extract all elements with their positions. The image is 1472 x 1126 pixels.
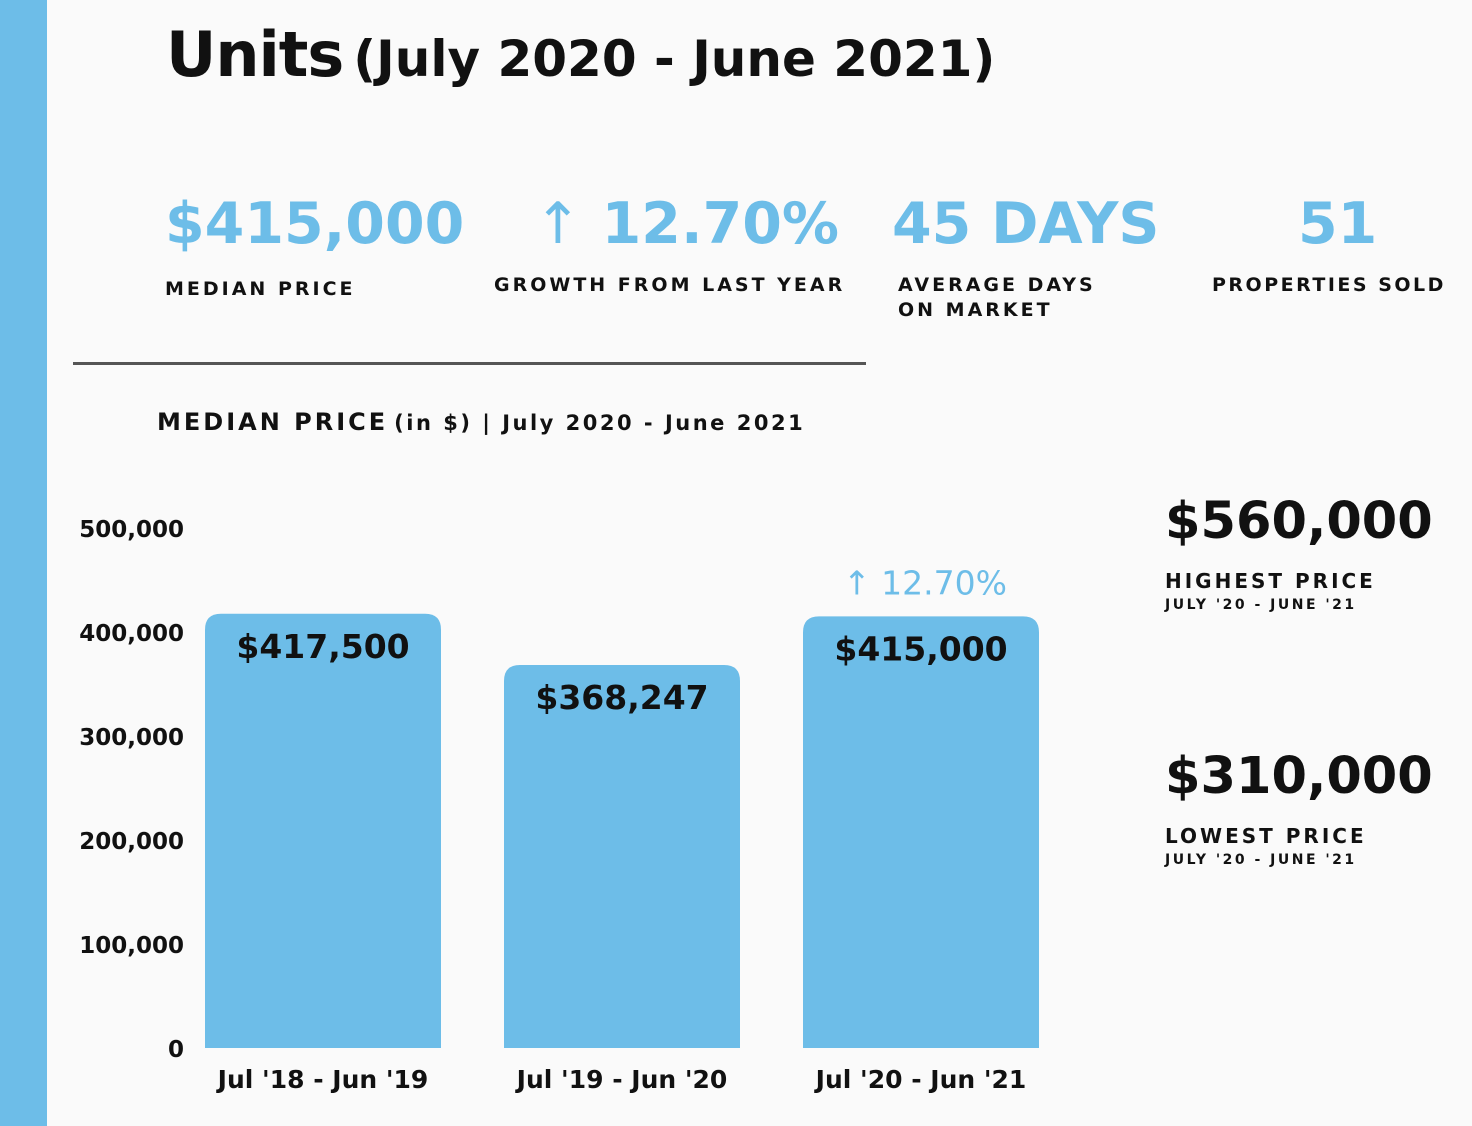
bar: [803, 616, 1039, 1048]
stat-median-price-value: $415,000: [165, 191, 465, 257]
lowest-price-block: $310,000 LOWEST PRICE JULY '20 - JUNE '2…: [1165, 751, 1433, 868]
lowest-price-label: LOWEST PRICE: [1165, 824, 1367, 848]
stat-median-price-label: MEDIAN PRICE: [165, 278, 356, 300]
chart-title-sub: (in $) | July 2020 - June 2021: [394, 411, 806, 435]
highest-price-label: HIGHEST PRICE: [1165, 569, 1376, 593]
y-tick-label: 400,000: [79, 621, 184, 647]
highest-price-value: $560,000: [1165, 492, 1433, 551]
title-main: Units: [166, 18, 344, 91]
y-tick-label: 500,000: [79, 517, 184, 543]
stat-properties-sold: 51 PROPERTIES SOLD: [1212, 196, 1452, 298]
bar: [504, 665, 740, 1048]
lowest-price-period: JULY '20 - JUNE '21: [1165, 852, 1357, 868]
stat-sold-label: PROPERTIES SOLD: [1212, 274, 1446, 296]
y-tick-label: 300,000: [79, 725, 184, 751]
y-tick-label: 200,000: [79, 829, 184, 855]
bar-value-label: $415,000: [834, 629, 1007, 668]
highest-price-period: JULY '20 - JUNE '21: [1165, 597, 1357, 613]
stat-growth: ↑ 12.70% GROWTH FROM LAST YEAR: [494, 196, 845, 298]
x-tick-label: Jul '18 - Jun '19: [216, 1065, 429, 1094]
x-tick-label: Jul '19 - Jun '20: [515, 1065, 728, 1094]
stat-median-price: $415,000 MEDIAN PRICE: [165, 196, 464, 302]
bar-value-label: $368,247: [535, 678, 708, 717]
title-subtitle: (July 2020 - June 2021): [353, 30, 996, 88]
chart-title: MEDIAN PRICE (in $) | July 2020 - June 20…: [157, 408, 805, 436]
chart-title-main: MEDIAN PRICE: [157, 408, 389, 436]
lowest-price-value: $310,000: [1165, 747, 1433, 806]
y-tick-label: 0: [168, 1037, 184, 1063]
section-divider: [73, 362, 866, 365]
stat-growth-value: 12.70%: [601, 191, 840, 257]
bar-value-label: $417,500: [236, 627, 409, 666]
stat-days-label: AVERAGE DAYS ON MARKET: [898, 274, 1096, 321]
stat-days-value: 45 DAYS: [892, 191, 1160, 257]
y-tick-label: 100,000: [79, 933, 184, 959]
stat-days-on-market: 45 DAYS AVERAGE DAYS ON MARKET: [892, 191, 1160, 323]
x-tick-label: Jul '20 - Jun '21: [814, 1065, 1027, 1094]
stat-growth-label: GROWTH FROM LAST YEAR: [494, 274, 846, 296]
arrow-up-icon: ↑: [534, 191, 582, 257]
left-accent-bar: [0, 0, 47, 1126]
growth-annotation: ↑ 12.70%: [843, 563, 1007, 602]
highest-price-block: $560,000 HIGHEST PRICE JULY '20 - JUNE '…: [1165, 496, 1433, 613]
bar: [205, 613, 441, 1048]
page-title: Units (July 2020 - June 2021): [166, 18, 995, 91]
stat-sold-value: 51: [1298, 191, 1378, 257]
